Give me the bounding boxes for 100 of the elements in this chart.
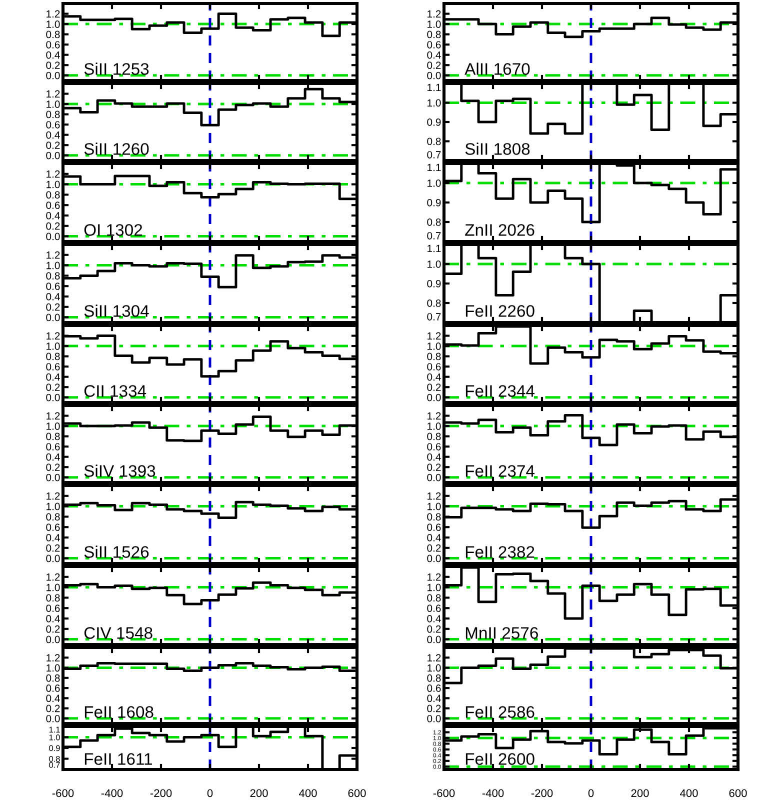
y-tick-label: 0.6 — [427, 684, 441, 692]
y-tick-label: 0.4 — [46, 534, 60, 542]
y-tick-label: 0.2 — [46, 142, 60, 149]
annotation: FeII 2260 — [466, 305, 534, 317]
annotation: SiII 1260 — [84, 142, 149, 155]
y-tick-label: 1.0 — [46, 342, 60, 350]
y-tick-label: 0.0 — [46, 474, 60, 482]
y-tick-label: 1.2 — [428, 654, 441, 662]
y-tick-label: 0.8 — [46, 432, 60, 440]
y-tick-label: 1.2 — [428, 492, 441, 500]
y-tick-label: 0.0 — [427, 554, 441, 562]
y-tick-label: 0.0 — [46, 394, 60, 402]
y-tick-label: 0.2 — [46, 464, 60, 471]
y-tick-label: 0.4 — [46, 453, 60, 461]
x-tick-label: -600 — [52, 789, 74, 798]
y-tick-label: 1.0 — [428, 342, 441, 350]
x-tick-label: 200 — [631, 789, 649, 798]
y-tick-label: 1.2 — [428, 10, 441, 18]
y-tick-label: 1.0 — [46, 180, 60, 188]
y-tick-label: 1.0 — [428, 664, 441, 672]
y-tick-label: 0.2 — [427, 384, 441, 391]
y-tick-label: 0.2 — [46, 544, 60, 552]
y-tick-label: 0.2 — [427, 625, 441, 633]
y-tick-label: 0.9 — [427, 280, 441, 288]
y-tick-label: 0.4 — [427, 694, 441, 702]
x-tick-label: 400 — [680, 789, 698, 798]
y-tick-label: 0.0 — [46, 314, 60, 322]
y-tick-label: 1.1 — [49, 726, 60, 732]
x-tick-label: 0 — [207, 789, 213, 798]
annotation: SiIV 1393 — [84, 464, 156, 477]
y-tick-label: 1.0 — [428, 260, 441, 268]
y-tick-label: 0.4 — [46, 373, 60, 381]
y-tick-label: 1.0 — [428, 584, 441, 592]
y-tick-label: 0.8 — [427, 138, 441, 146]
annotation: CII 1334 — [84, 385, 146, 397]
y-tick-label: 1.2 — [46, 492, 60, 500]
x-tick-label: -200 — [150, 789, 172, 798]
annotation: FeII 2586 — [466, 706, 534, 718]
annotation: AlII 1670 — [464, 62, 530, 75]
annotation: FeII 2382 — [466, 546, 534, 558]
y-tick-label: 0.9 — [427, 199, 441, 206]
x-tick-label: 400 — [298, 789, 317, 798]
y-tick-label: 0.8 — [427, 594, 441, 602]
y-tick-label: 0.4 — [427, 453, 441, 461]
y-tick-label: 1.2 — [46, 573, 60, 581]
y-tick-label: 1.1 — [428, 244, 441, 252]
annotation: FeII 2374 — [466, 465, 535, 477]
annotation: FeII 1611 — [84, 753, 152, 765]
y-tick-label: 0.6 — [46, 684, 60, 692]
y-tick-label: 1.2 — [46, 654, 60, 662]
y-tick-label: 0.8 — [427, 352, 441, 360]
x-tick-label: 600 — [348, 789, 366, 798]
x-tick-label: 200 — [250, 789, 268, 798]
y-tick-label: 0.6 — [427, 443, 441, 450]
y-tick-label: 0.6 — [46, 524, 60, 531]
y-tick-label: 0.8 — [46, 674, 60, 682]
y-tick-label: 0.2 — [427, 62, 441, 69]
y-tick-label: 0.2 — [46, 384, 60, 391]
y-tick-label: 0.2 — [427, 464, 441, 471]
y-tick-label: 0.6 — [46, 443, 60, 450]
y-tick-label: 0.2 — [427, 704, 441, 712]
y-tick-label: 0.6 — [46, 604, 60, 612]
y-tick-label: 0.0 — [427, 394, 441, 402]
y-tick-label: 0.4 — [46, 293, 60, 300]
y-tick-label: 0.9 — [427, 118, 441, 126]
y-tick-label: 1.1 — [428, 164, 441, 172]
y-tick-label: 0.0 — [46, 152, 60, 160]
annotation: MnII 2576 — [466, 627, 538, 639]
y-tick-label: 1.0 — [46, 20, 60, 28]
y-tick-label: 0.2 — [46, 704, 60, 712]
annotation: FeII 2600 — [466, 753, 534, 765]
y-tick-label: 0.4 — [427, 51, 441, 59]
y-tick-label: 0.4 — [427, 373, 441, 381]
y-tick-label: 0.4 — [46, 131, 60, 139]
y-tick-label: 0.8 — [46, 110, 60, 118]
annotation: SiII 1253 — [84, 62, 149, 75]
y-tick-label: 0.6 — [46, 202, 60, 209]
y-tick-label: 1.0 — [49, 734, 60, 740]
y-tick-label: 1.0 — [428, 20, 441, 28]
y-tick-label: 0.2 — [427, 544, 441, 552]
y-tick-label: 0.8 — [427, 513, 441, 521]
y-tick-label: 0.2 — [46, 303, 60, 311]
y-tick-label: 0.0 — [427, 474, 441, 482]
annotation: FeII 1608 — [84, 706, 154, 718]
annotation: OI 1302 — [84, 224, 142, 236]
y-tick-label: 0.4 — [46, 212, 60, 220]
y-tick-label: 1.2 — [428, 412, 441, 420]
y-tick-label: 1.0 — [46, 262, 60, 270]
y-tick-label: 1.0 — [46, 502, 60, 510]
y-tick-label: 0.8 — [427, 674, 441, 682]
y-tick-label: 0.0 — [46, 714, 60, 722]
y-tick-label: 1.1 — [428, 84, 441, 92]
y-tick-label: 0.8 — [427, 218, 441, 226]
y-tick-label: 0.7 — [427, 151, 441, 158]
y-tick-label: 0.8 — [46, 594, 60, 602]
y-tick-label: 0.6 — [46, 282, 60, 290]
y-tick-label: 0.4 — [427, 534, 441, 542]
annotation: CIV 1548 — [84, 627, 152, 639]
y-tick-label: 0.4 — [427, 615, 441, 622]
y-tick-label: 0.4 — [46, 694, 60, 702]
